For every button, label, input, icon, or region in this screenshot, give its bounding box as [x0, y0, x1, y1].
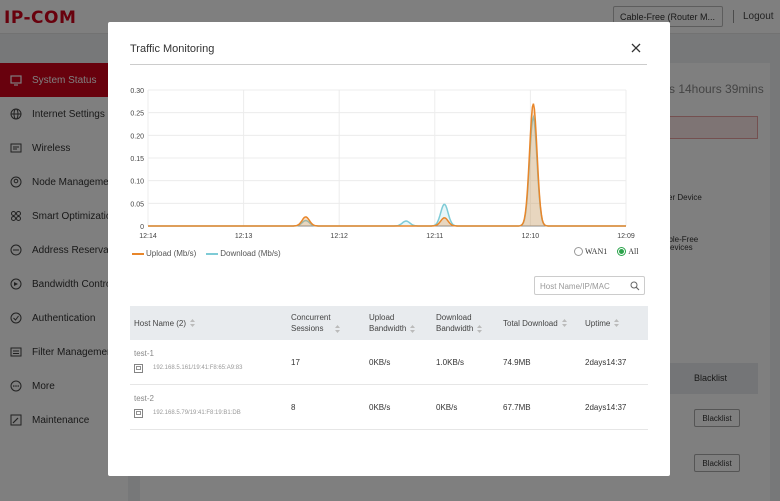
- y-tick-label: 0.25: [130, 111, 144, 118]
- y-tick-label: 0: [140, 224, 144, 231]
- series-line: [148, 114, 626, 227]
- y-tick-label: 0.10: [130, 179, 144, 186]
- legend-download[interactable]: Download (Mb/s): [206, 249, 281, 258]
- radio-all[interactable]: All: [617, 247, 638, 256]
- host-name: test-1: [134, 349, 155, 358]
- traffic-chart: 0.30 0.25 0.20 0.15 0.10 0.05 0 12:14 12:13 12:12…: [130, 88, 635, 240]
- column-label: Upload Bandwidth: [369, 312, 406, 334]
- column-label-line: Bandwidth: [436, 324, 474, 333]
- series-line: [148, 103, 626, 227]
- search-icon[interactable]: [630, 281, 640, 291]
- sort-icon[interactable]: [334, 324, 341, 334]
- column-label-line: Bandwidth: [369, 324, 407, 333]
- column-label-line: Concurrent: [291, 313, 331, 322]
- column-label-line: Sessions: [291, 324, 324, 333]
- radio-label: WAN1: [585, 247, 608, 256]
- table-header: Host Name (2) Concurrent Sessions Upload B…: [130, 306, 648, 340]
- column-label: Total Download: [503, 318, 558, 328]
- upload-swatch: [132, 252, 144, 255]
- sort-icon[interactable]: [561, 318, 568, 328]
- traffic-monitoring-dialog: Traffic Monitoring 0.30 0.25 0.20 0.15 0.10 0…: [108, 22, 670, 476]
- search-input[interactable]: [540, 281, 630, 292]
- cell-sessions: 17: [291, 358, 300, 367]
- column-host-name[interactable]: Host Name (2): [134, 306, 196, 340]
- column-label: Host Name (2): [134, 318, 187, 328]
- computer-icon: [134, 364, 143, 373]
- sort-icon[interactable]: [189, 318, 196, 328]
- cell-upload: 0KB/s: [369, 358, 391, 367]
- legend-download-label: Download (Mb/s): [220, 249, 281, 258]
- cell-sessions: 8: [291, 403, 296, 412]
- sort-icon[interactable]: [409, 324, 416, 334]
- sort-icon[interactable]: [476, 324, 483, 334]
- x-tick-label: 12:14: [139, 233, 157, 240]
- y-tick-label: 0.15: [130, 156, 144, 163]
- cell-download: 1.0KB/s: [436, 358, 465, 367]
- column-download-bandwidth[interactable]: Download Bandwidth: [436, 306, 483, 340]
- series-area: [148, 117, 626, 226]
- radio-wan1[interactable]: WAN1: [574, 247, 607, 256]
- sort-icon[interactable]: [613, 318, 620, 328]
- table-row: test-2 192.168.5.79/19:41:F8:19:B1:DB 8 …: [130, 385, 648, 430]
- computer-icon: [134, 409, 143, 418]
- series-area: [148, 103, 626, 226]
- x-tick-label: 12:10: [522, 233, 540, 240]
- column-label: Download Bandwidth: [436, 312, 473, 334]
- cell-total-download: 74.9MB: [503, 358, 531, 367]
- y-tick-label: 0.05: [130, 201, 144, 208]
- radio-label: All: [628, 247, 639, 256]
- column-label: Uptime: [585, 318, 611, 328]
- y-tick-label: 0.20: [130, 133, 144, 140]
- column-label-line: Upload: [369, 313, 395, 322]
- radio-button[interactable]: [617, 247, 627, 256]
- cell-total-download: 67.7MB: [503, 403, 531, 412]
- cell-uptime: 2days14:37: [585, 358, 627, 367]
- cell-uptime: 2days14:37: [585, 403, 627, 412]
- column-uptime[interactable]: Uptime: [585, 306, 620, 340]
- host-name: test-2: [134, 394, 155, 403]
- table-row: test-1 192.168.5.161/19:41:F8:65:A9:83 1…: [130, 340, 648, 385]
- column-label-line: Download: [436, 313, 472, 322]
- host-table: Host Name (2) Concurrent Sessions Upload B…: [130, 306, 648, 430]
- wan-selector: WAN1 All: [574, 247, 638, 256]
- title-divider: [130, 64, 647, 65]
- host-ip-mac: 192.168.5.161/19:41:F8:65:A9:83: [153, 365, 243, 371]
- x-tick-label: 12:11: [426, 233, 443, 240]
- host-ip-mac: 192.168.5.79/19:41:F8:19:B1:DB: [153, 410, 241, 416]
- legend-upload[interactable]: Upload (Mb/s): [132, 249, 196, 258]
- column-concurrent-sessions[interactable]: Concurrent Sessions: [291, 306, 341, 340]
- x-tick-label: 12:12: [330, 233, 348, 240]
- cell-download: 0KB/s: [436, 403, 458, 412]
- x-tick-label: 12:09: [617, 233, 635, 240]
- close-icon[interactable]: [629, 41, 643, 55]
- download-swatch: [206, 252, 219, 255]
- y-tick-label: 0.30: [130, 88, 144, 95]
- column-total-download[interactable]: Total Download: [503, 306, 568, 340]
- chart-legend: Upload (Mb/s) Download (Mb/s): [132, 249, 281, 258]
- column-label: Concurrent Sessions: [291, 312, 331, 334]
- column-upload-bandwidth[interactable]: Upload Bandwidth: [369, 306, 416, 340]
- radio-button[interactable]: [574, 247, 583, 256]
- x-tick-label: 12:13: [235, 233, 253, 240]
- host-search: [534, 276, 645, 295]
- dialog-title: Traffic Monitoring: [130, 43, 215, 55]
- legend-upload-label: Upload (Mb/s): [146, 249, 197, 258]
- cell-upload: 0KB/s: [369, 403, 391, 412]
